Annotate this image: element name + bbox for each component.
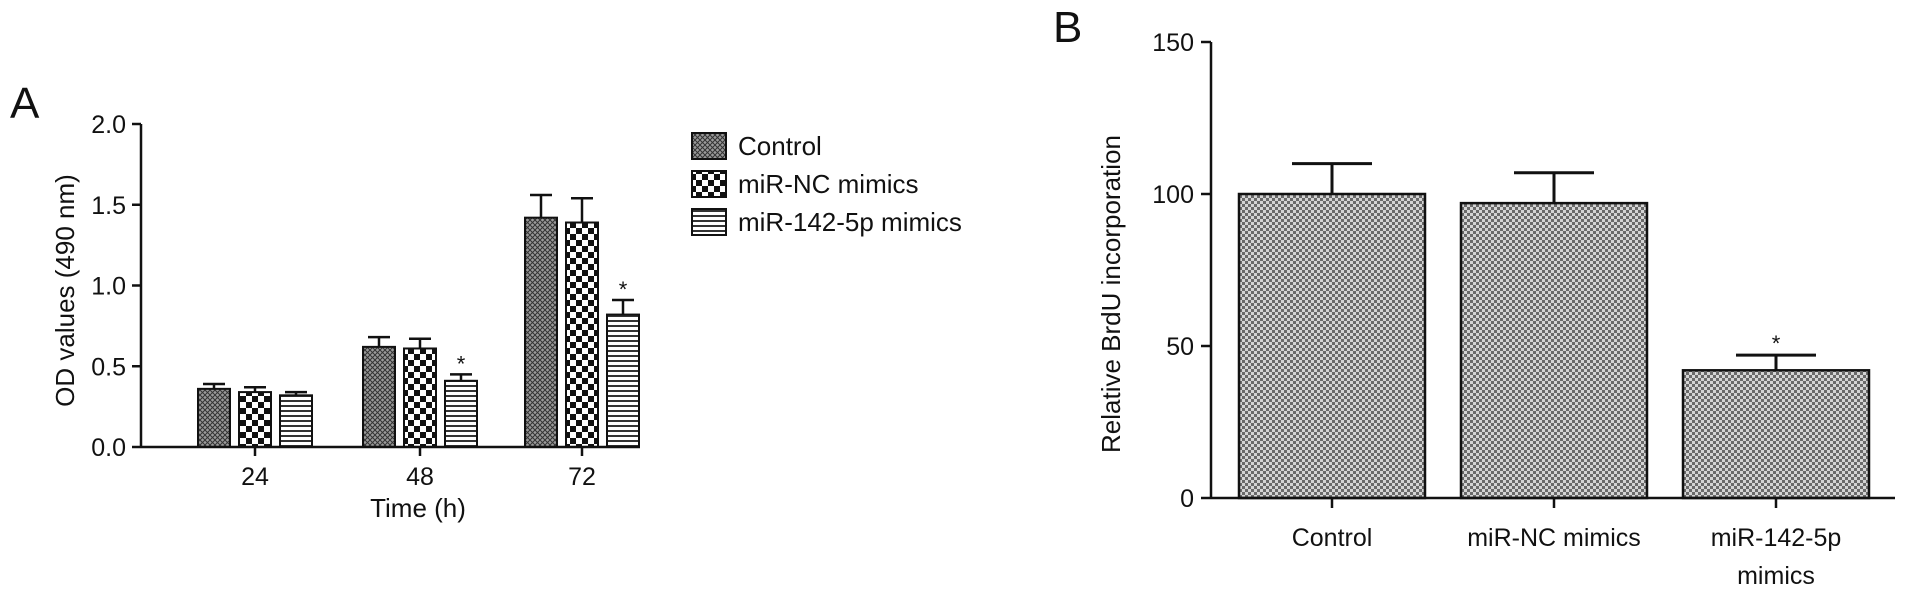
x-tick-label-b: mimics <box>1737 562 1815 590</box>
bar-b <box>1459 201 1649 500</box>
legend-swatch <box>691 132 727 160</box>
panel-a-label: A <box>10 79 40 128</box>
bar-a <box>444 379 478 448</box>
legend-label: miR-142-5p mimics <box>738 207 962 237</box>
y-tick-label-a: 1.0 <box>91 273 126 301</box>
bar-a <box>197 387 231 448</box>
bar-a <box>362 345 396 448</box>
bar-b <box>1237 192 1427 500</box>
chart-a-legend: Control miR-NC mimics miR-142-5p mimics <box>691 131 962 237</box>
x-tick-label-a: 48 <box>406 463 434 491</box>
y-tick-label-a: 1.5 <box>91 192 126 220</box>
legend-label: miR-NC mimics <box>738 169 919 199</box>
bar-a <box>279 394 313 449</box>
legend-label: Control <box>738 131 822 161</box>
bar-a <box>606 313 640 448</box>
x-tick-label-a: 24 <box>241 463 269 491</box>
y-tick-label-a: 2.0 <box>91 111 126 139</box>
bar-a <box>238 391 272 448</box>
chart-a: * * 0.0 0.5 1.0 1.5 2.0 24 48 72 Time (h) OD values… <box>50 111 640 523</box>
y-tick-label-b: 150 <box>1152 29 1194 57</box>
bar-a <box>565 221 599 448</box>
y-tick-label-b: 100 <box>1152 181 1194 209</box>
y-tick-label-b: 50 <box>1166 333 1194 361</box>
legend-swatch <box>691 170 727 198</box>
x-axis-title-a: Time (h) <box>370 493 466 523</box>
y-tick-label-a: 0.0 <box>91 434 126 462</box>
x-tick-label-b: Control <box>1292 524 1373 552</box>
y-axis-title-b: Relative BrdU incorporation <box>1096 135 1126 453</box>
x-tick-label-a: 72 <box>568 463 596 491</box>
x-tick-label-b: miR-NC mimics <box>1467 524 1641 552</box>
y-axis-title-a: OD values (490 nm) <box>50 174 80 407</box>
panel-b-label: B <box>1053 3 1082 52</box>
significance-star-a: * <box>457 351 466 376</box>
bar-a <box>403 347 437 448</box>
bar-b <box>1681 369 1871 500</box>
significance-star-a: * <box>619 277 628 302</box>
significance-star-b: * <box>1772 331 1781 356</box>
y-tick-label-a: 0.5 <box>91 353 126 381</box>
bar-a <box>524 216 558 448</box>
chart-b: * 0 50 100 150 Control miR-NC mimics miR-142-5p… <box>1096 29 1895 590</box>
y-tick-label-b: 0 <box>1180 485 1194 513</box>
legend-swatch <box>691 208 727 236</box>
x-tick-label-b: miR-142-5p <box>1711 524 1842 552</box>
